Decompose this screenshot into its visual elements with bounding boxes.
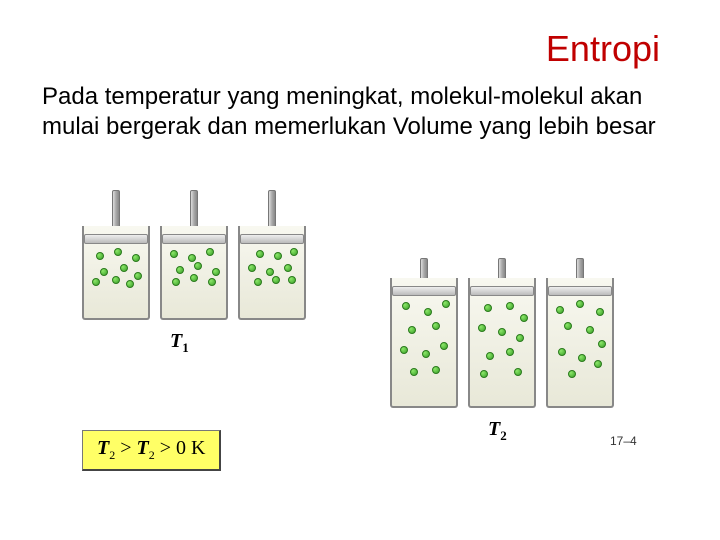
molecule-icon bbox=[134, 272, 142, 280]
molecule-icon bbox=[598, 340, 606, 348]
body-paragraph: Pada temperatur yang meningkat, molekul-… bbox=[42, 82, 660, 142]
molecule-icon bbox=[254, 278, 262, 286]
molecule-icon bbox=[172, 278, 180, 286]
molecule-icon bbox=[520, 314, 528, 322]
piston-head bbox=[162, 234, 226, 244]
molecule-icon bbox=[120, 264, 128, 272]
cylinder bbox=[388, 258, 460, 408]
molecule-icon bbox=[248, 264, 256, 272]
molecule-icon bbox=[478, 324, 486, 332]
cylinder-group-t1 bbox=[80, 190, 308, 320]
molecule-icon bbox=[96, 252, 104, 260]
molecule-icon bbox=[558, 348, 566, 356]
molecule-icon bbox=[288, 276, 296, 284]
molecule-icon bbox=[564, 322, 572, 330]
molecule-icon bbox=[578, 354, 586, 362]
molecule-icon bbox=[440, 342, 448, 350]
molecule-icon bbox=[408, 326, 416, 334]
molecule-icon bbox=[402, 302, 410, 310]
temperature-inequality-box: T2 > T2 > 0 K bbox=[82, 430, 221, 471]
cylinder bbox=[236, 190, 308, 320]
figure-number: 17–4 bbox=[610, 434, 637, 448]
molecule-icon bbox=[274, 252, 282, 260]
gas-volume bbox=[242, 246, 302, 317]
molecule-icon bbox=[208, 278, 216, 286]
page-title: Entropi bbox=[546, 28, 660, 70]
molecule-icon bbox=[442, 300, 450, 308]
molecule-icon bbox=[576, 300, 584, 308]
molecule-icon bbox=[556, 306, 564, 314]
molecule-icon bbox=[514, 368, 522, 376]
molecule-icon bbox=[212, 268, 220, 276]
molecule-icon bbox=[92, 278, 100, 286]
molecule-icon bbox=[432, 366, 440, 374]
molecule-icon bbox=[290, 248, 298, 256]
molecule-icon bbox=[176, 266, 184, 274]
label-t1: T1 bbox=[170, 330, 189, 356]
cylinder bbox=[544, 258, 616, 408]
molecule-icon bbox=[100, 268, 108, 276]
molecule-icon bbox=[594, 360, 602, 368]
gas-volume bbox=[394, 298, 454, 405]
molecule-icon bbox=[132, 254, 140, 262]
molecule-icon bbox=[568, 370, 576, 378]
molecule-icon bbox=[410, 368, 418, 376]
molecule-icon bbox=[400, 346, 408, 354]
molecule-icon bbox=[506, 302, 514, 310]
molecule-icon bbox=[480, 370, 488, 378]
cylinder bbox=[466, 258, 538, 408]
molecule-icon bbox=[432, 322, 440, 330]
cylinder bbox=[158, 190, 230, 320]
molecule-icon bbox=[170, 250, 178, 258]
molecule-icon bbox=[206, 248, 214, 256]
molecule-icon bbox=[284, 264, 292, 272]
molecule-icon bbox=[516, 334, 524, 342]
molecule-icon bbox=[114, 248, 122, 256]
entropy-diagram: T1 T2 17–4 T2 > T2 > 0 K bbox=[40, 190, 680, 490]
cylinder-group-t2 bbox=[388, 258, 616, 408]
molecule-icon bbox=[498, 328, 506, 336]
molecule-icon bbox=[126, 280, 134, 288]
piston-head bbox=[240, 234, 304, 244]
cylinder bbox=[80, 190, 152, 320]
molecule-icon bbox=[506, 348, 514, 356]
piston-head bbox=[548, 286, 612, 296]
gas-volume bbox=[86, 246, 146, 317]
molecule-icon bbox=[596, 308, 604, 316]
piston-head bbox=[470, 286, 534, 296]
molecule-icon bbox=[484, 304, 492, 312]
piston-head bbox=[84, 234, 148, 244]
molecule-icon bbox=[194, 262, 202, 270]
molecule-icon bbox=[112, 276, 120, 284]
molecule-icon bbox=[256, 250, 264, 258]
molecule-icon bbox=[422, 350, 430, 358]
piston-head bbox=[392, 286, 456, 296]
label-t2: T2 bbox=[488, 418, 507, 444]
gas-volume bbox=[472, 298, 532, 405]
gas-volume bbox=[550, 298, 610, 405]
molecule-icon bbox=[272, 276, 280, 284]
molecule-icon bbox=[188, 254, 196, 262]
gas-volume bbox=[164, 246, 224, 317]
molecule-icon bbox=[266, 268, 274, 276]
molecule-icon bbox=[486, 352, 494, 360]
molecule-icon bbox=[586, 326, 594, 334]
molecule-icon bbox=[190, 274, 198, 282]
molecule-icon bbox=[424, 308, 432, 316]
